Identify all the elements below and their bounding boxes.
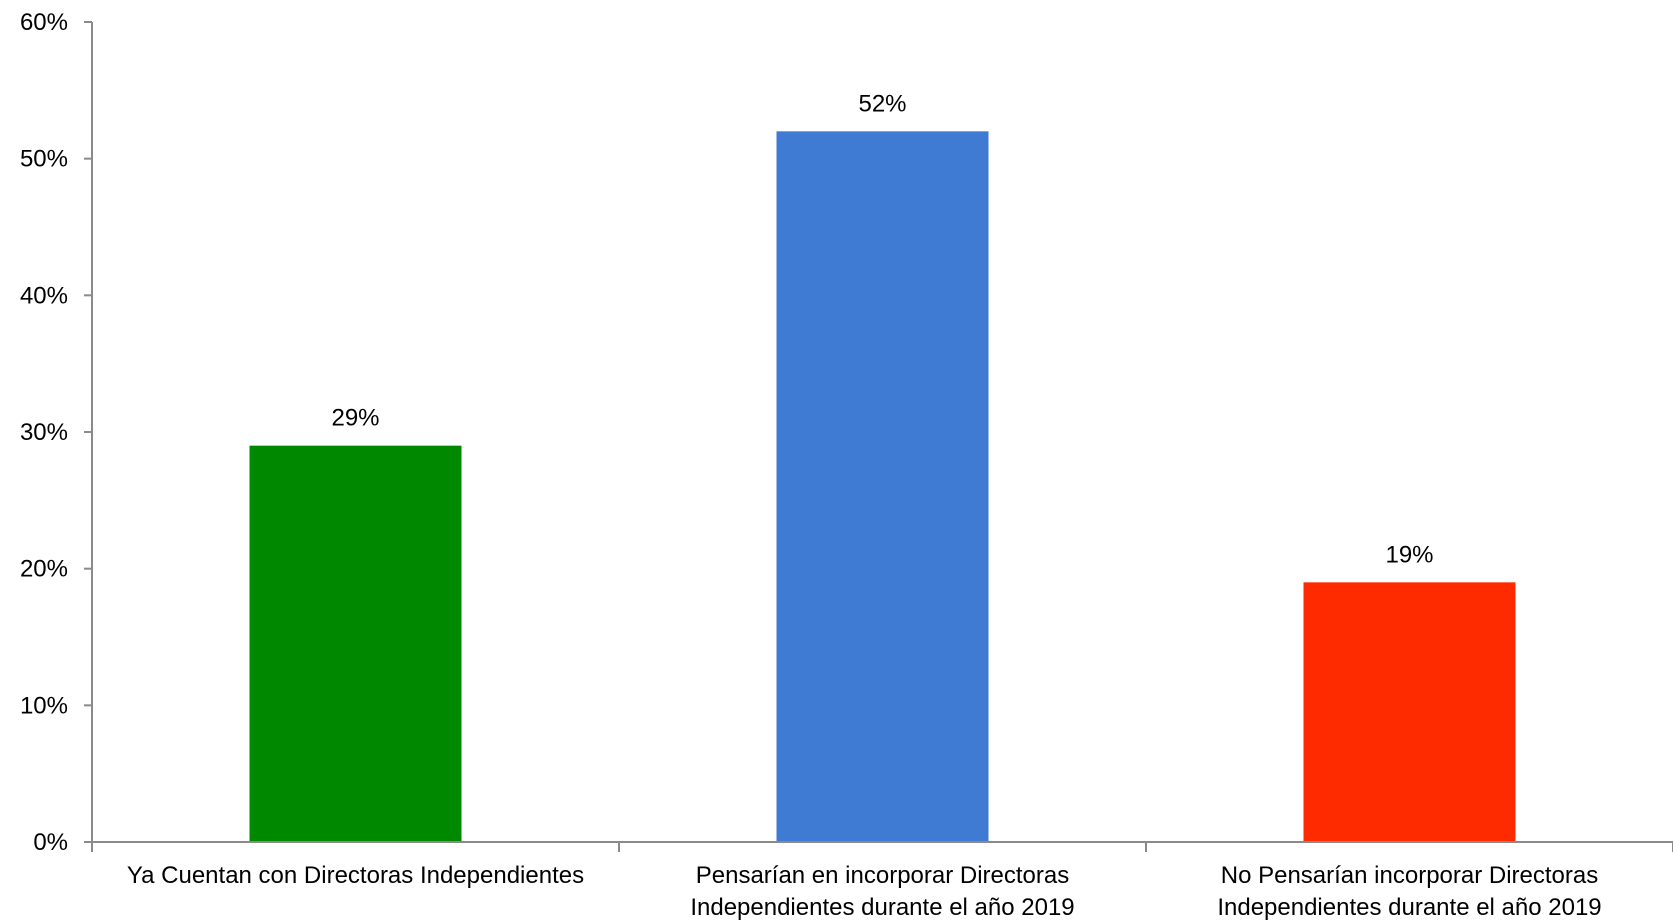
bars xyxy=(249,131,1516,843)
category-label: No Pensarían incorporar Directoras Indepe… xyxy=(1217,862,1601,921)
category-labels: Ya Cuentan con Directoras Independientes… xyxy=(127,862,1602,921)
y-tick-label: 40% xyxy=(20,282,68,309)
y-tick-label: 20% xyxy=(20,556,68,583)
category-label-line: Independientes durante el año 2019 xyxy=(690,894,1074,921)
y-axis-ticks: 0% 10% 20% 30% 40% 50% 60% xyxy=(20,9,92,856)
category-label-line: Independientes durante el año 2019 xyxy=(1217,894,1601,921)
data-labels: 29% 52% 19% xyxy=(331,90,1433,568)
category-label-line: Pensarían en incorporar Directoras xyxy=(696,862,1070,889)
bar xyxy=(249,445,462,842)
data-label: 52% xyxy=(858,90,906,117)
bar xyxy=(776,131,989,843)
y-tick-label: 60% xyxy=(20,9,68,36)
category-label: Ya Cuentan con Directoras Independientes xyxy=(127,862,584,889)
category-label-line: Ya Cuentan con Directoras Independientes xyxy=(127,862,584,889)
x-axis-ticks xyxy=(91,842,1673,852)
category-label-line: No Pensarían incorporar Directoras xyxy=(1221,862,1599,889)
data-label: 19% xyxy=(1385,541,1433,568)
bar xyxy=(1303,582,1516,842)
y-tick-label: 50% xyxy=(20,146,68,173)
y-tick-label: 0% xyxy=(33,829,68,856)
y-tick-label: 10% xyxy=(20,692,68,719)
category-label: Pensarían en incorporar Directoras Indepe… xyxy=(690,862,1074,921)
data-label: 29% xyxy=(331,405,379,432)
y-tick-label: 30% xyxy=(20,419,68,446)
